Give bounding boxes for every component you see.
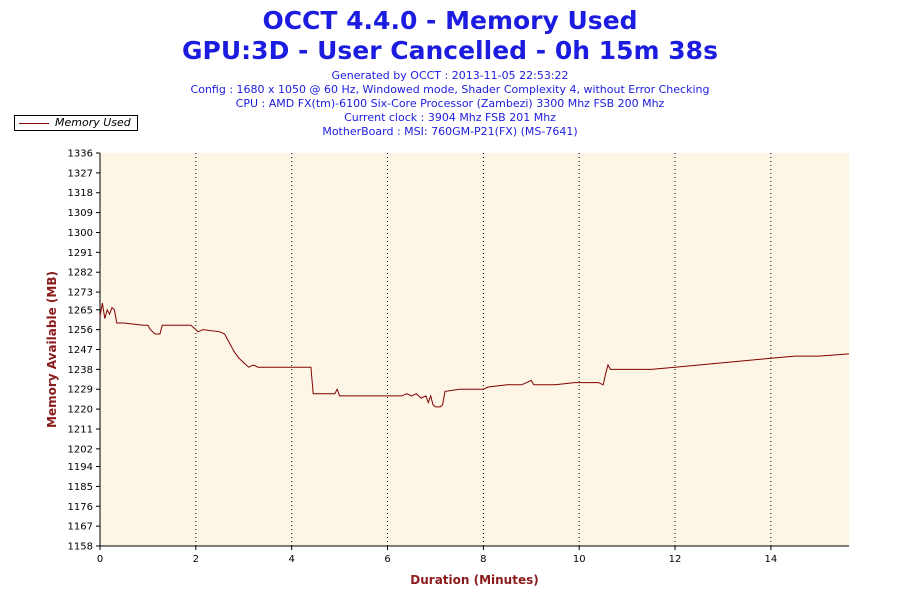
y-tick-label: 1194 <box>68 462 93 473</box>
legend-label: Memory Used <box>55 116 131 129</box>
clock-info: Current clock : 3904 Mhz FSB 201 Mhz <box>344 111 556 124</box>
y-tick-label: 1158 <box>68 542 93 553</box>
y-tick-label: 1291 <box>68 248 93 259</box>
y-tick-label: 1229 <box>68 385 93 396</box>
x-tick-label: 6 <box>384 554 390 565</box>
chart-subtitle: GPU:3D - User Cancelled - 0h 15m 38s <box>182 36 718 65</box>
legend: Memory Used <box>14 115 138 131</box>
plot-area <box>100 153 849 546</box>
y-tick-label: 1282 <box>68 268 93 279</box>
y-tick-label: 1300 <box>68 228 93 239</box>
x-tick-label: 2 <box>193 554 199 565</box>
y-tick-label: 1265 <box>68 305 93 316</box>
x-tick-label: 10 <box>573 554 586 565</box>
motherboard-info: MotherBoard : MSI: 760GM-P21(FX) (MS-764… <box>322 125 578 138</box>
series-line-memory-used <box>99 303 850 408</box>
y-tick-label: 1309 <box>68 208 93 219</box>
y-tick-label: 1256 <box>68 325 93 336</box>
y-tick-label: 1273 <box>68 288 93 299</box>
y-tick-label: 1185 <box>68 482 93 493</box>
x-tick-label: 8 <box>480 554 486 565</box>
y-tick-label: 1327 <box>68 168 93 179</box>
y-tick-label: 1167 <box>68 522 93 533</box>
y-tick-label: 1211 <box>68 424 93 435</box>
y-tick-label: 1318 <box>68 188 93 199</box>
cpu-info: CPU : AMD FX(tm)-6100 Six-Core Processor… <box>235 97 665 110</box>
y-tick-label: 1336 <box>68 149 93 160</box>
y-tick-label: 1220 <box>68 405 93 416</box>
y-axis-title: Memory Available (MB) <box>45 271 59 428</box>
generated-info: Generated by OCCT : 2013-11-05 22:53:22 <box>331 69 569 82</box>
y-tick-label: 1238 <box>68 365 93 376</box>
x-axis-title: Duration (Minutes) <box>410 573 538 587</box>
chart-title: OCCT 4.4.0 - Memory Used <box>262 6 638 35</box>
config-info: Config : 1680 x 1050 @ 60 Hz, Windowed m… <box>190 83 710 96</box>
x-tick-label: 14 <box>765 554 778 565</box>
y-tick-label: 1176 <box>68 502 93 513</box>
y-tick-label: 1247 <box>68 345 93 356</box>
x-tick-label: 0 <box>97 554 103 565</box>
legend-swatch <box>19 123 49 124</box>
x-tick-label: 12 <box>669 554 682 565</box>
y-tick-label: 1202 <box>68 444 93 455</box>
x-tick-label: 4 <box>288 554 294 565</box>
